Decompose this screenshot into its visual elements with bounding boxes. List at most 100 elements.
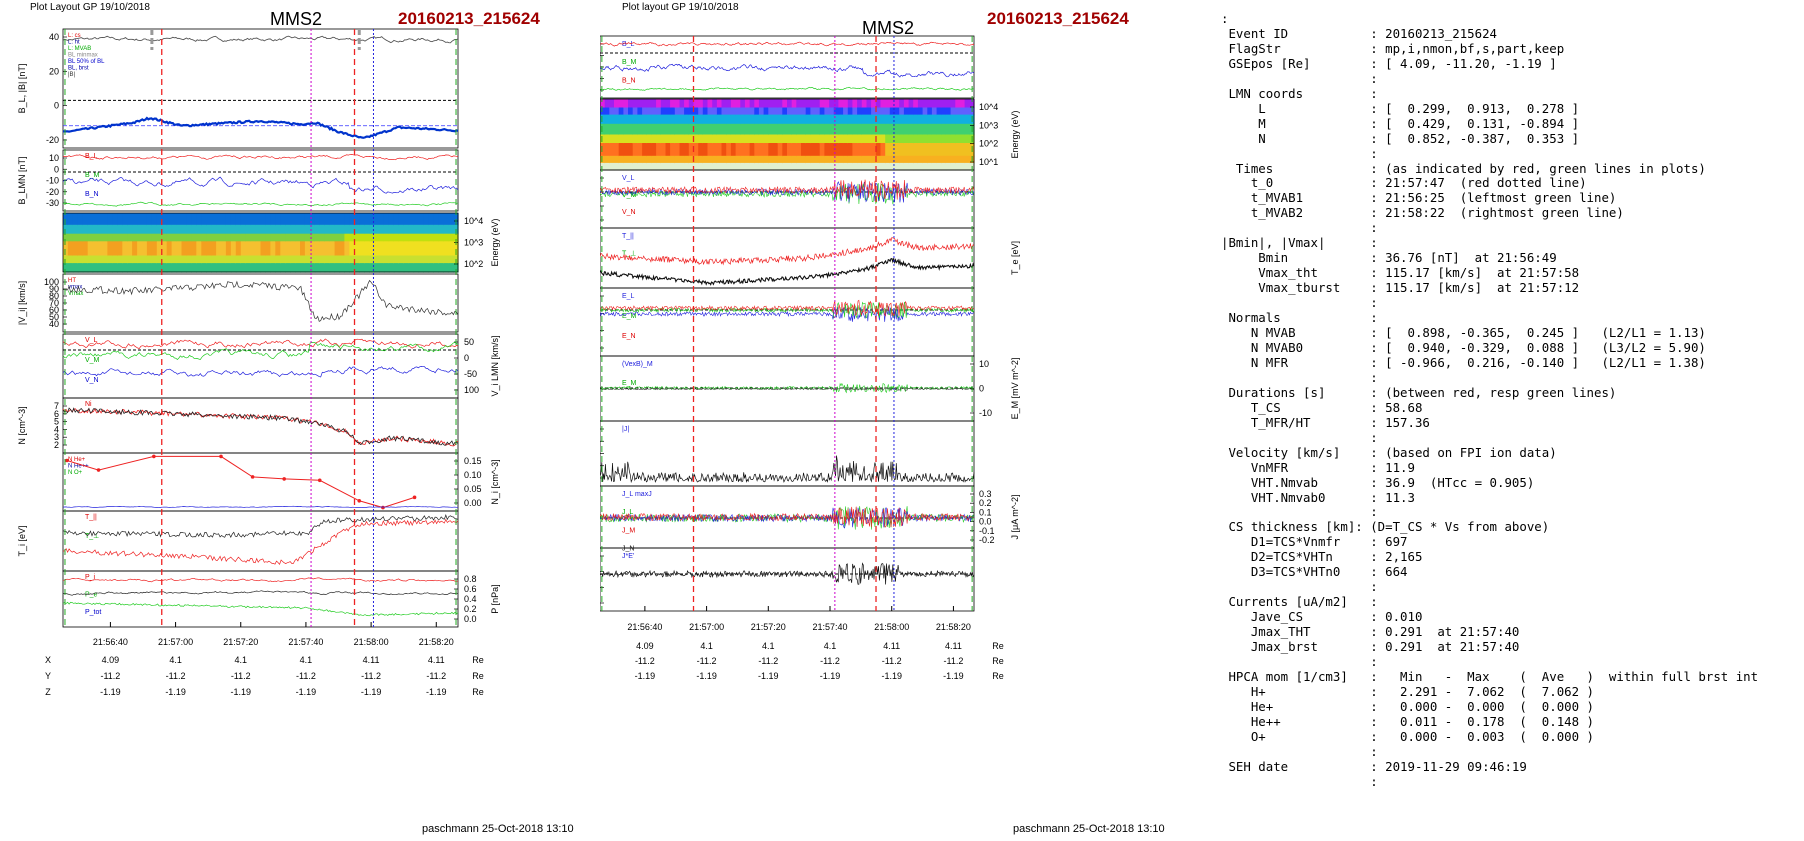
pos-value: 4.11 <box>428 655 445 665</box>
y-tick-label: 0.8 <box>464 574 477 584</box>
pos-value: 4.09 <box>102 655 120 665</box>
bl-brst-line <box>62 116 459 139</box>
em-line <box>600 382 975 394</box>
pos-value: 4.11 <box>363 655 380 665</box>
y-tick-label: -0.2 <box>979 535 995 545</box>
y-tick-label: 0 <box>979 384 984 394</box>
middle-panel-2: 10^4 10^3 10^2 10^1 Energy (eV) <box>600 98 1020 171</box>
y-tick-label: -10 <box>979 408 992 418</box>
info-line: t_0 : 21:57:47 (red dotted line) <box>1221 175 1587 191</box>
ion-energy-spectrogram <box>63 213 459 273</box>
series-label: J_N <box>622 546 634 553</box>
series-label: V_M <box>622 192 637 199</box>
series-label: E_M <box>622 313 637 320</box>
pos-unit: Re <box>472 671 484 681</box>
time-tick-label: 21:57:20 <box>751 622 786 632</box>
info-line: |Bmin|, |Vmax| : <box>1221 235 1378 251</box>
he-plus-plus-line <box>66 455 415 509</box>
info-line: D3=TCS*VHTn0 : 664 <box>1221 564 1408 580</box>
legend-entry: Vmax <box>68 291 83 297</box>
pos-value: 4.11 <box>945 641 962 651</box>
y-tick-label: -20 <box>46 187 59 197</box>
pos-value: -11.2 <box>426 671 446 681</box>
middle-footer: paschmann 25-Oct-2018 13:10 <box>1013 823 1165 835</box>
left-spacecraft-label: MMS2 <box>270 9 323 29</box>
pos-value: -11.2 <box>697 656 717 666</box>
middle-panel-4: T_e [eV] T_|| T_⊥ <box>600 227 1020 289</box>
middle-panel-3: 2000-200-400V_e LMN [km/s]V_LV_MV_N <box>600 169 975 229</box>
info-line: : <box>1221 70 1378 86</box>
p-tot-line <box>63 577 459 583</box>
info-line: Times : (as indicated by red, green line… <box>1221 160 1706 176</box>
vm-line <box>62 342 459 361</box>
info-line: CS thickness [km]: (D=T_CS * Vs from abo… <box>1221 519 1550 535</box>
bn-line <box>600 86 975 91</box>
pos-value: -1.19 <box>361 687 382 697</box>
pos-value: -1.19 <box>820 671 841 681</box>
series-label: B_N <box>622 77 636 84</box>
legend-entry: N O+ <box>68 470 83 476</box>
y-tick-label: 10^2 <box>979 139 998 149</box>
legend-entry: BL, brst <box>68 66 89 72</box>
pos-value: -1.19 <box>230 687 251 697</box>
left-panel-9: 0.80.60.40.20.0 P [nPa] P_i P_e P_tot <box>62 570 500 628</box>
time-tick-label: 21:57:40 <box>812 622 847 632</box>
y-tick-label: 0 <box>54 101 59 111</box>
series-label: V_N <box>85 377 99 384</box>
info-line: Vmax_tburst : 115.17 [km/s] at 21:57:12 <box>1221 280 1580 296</box>
legend-entry: BL minmax <box>68 53 98 59</box>
info-line: : <box>1221 12 1229 26</box>
info-line: N MVAB0 : [ 0.940, -0.329, 0.088 ] (L3/L… <box>1221 339 1706 355</box>
y-tick-label: 60 <box>49 305 59 315</box>
pos-value: 4.09 <box>636 641 654 651</box>
jn-line <box>600 507 975 529</box>
info-line: N : [ 0.852, -0.387, 0.353 ] <box>1221 130 1580 146</box>
y-axis-label: N_i [cm^-3] <box>490 459 500 504</box>
y-tick-label: 10^3 <box>464 238 483 248</box>
series-label: T_|| <box>85 514 97 521</box>
series-label: B_N <box>85 191 99 198</box>
pos-value: 4.1 <box>300 655 313 665</box>
pos-value: -11.2 <box>820 656 840 666</box>
series-label: B_L <box>85 153 98 160</box>
y-tick-label: 10 <box>979 359 989 369</box>
y-tick-label: 10^2 <box>464 259 483 269</box>
series-label: |J| <box>622 426 629 433</box>
panel-frame <box>600 169 975 229</box>
pos-value: 4.1 <box>700 641 713 651</box>
y-tick-label: 0.2 <box>464 604 477 614</box>
info-line: : <box>1221 579 1378 595</box>
info-line: : <box>1221 773 1378 789</box>
y-tick-label: -50 <box>464 369 477 379</box>
pos-unit: Re <box>992 641 1004 651</box>
info-line: HPCA mom [1/cm3] : Min - Max ( Ave ) wit… <box>1221 668 1759 684</box>
bl-line <box>600 41 975 47</box>
pos-value: -11.2 <box>296 671 316 681</box>
y-axis-label: T_e [eV] <box>1010 241 1020 275</box>
time-tick-label: 21:58:20 <box>419 637 454 647</box>
series-label: E_M <box>622 380 637 387</box>
bm-line <box>600 63 975 78</box>
bl-line <box>62 154 459 161</box>
t-perp-line <box>62 514 459 539</box>
info-line: VHT.Nmvab : 36.9 (HTcc = 0.905) <box>1221 474 1535 490</box>
y-axis-label: N [cm^-3] <box>17 406 27 444</box>
series-label: V_N <box>622 209 636 216</box>
info-line: : <box>1221 504 1378 520</box>
middle-time-axis: 21:56:40 21:57:00 21:57:20 21:57:40 21:58:00… <box>627 606 1004 681</box>
series-label: J*E' <box>622 553 634 560</box>
t-par-line <box>62 518 459 565</box>
left-plot-header: Plot Layout GP 19/10/2018 <box>30 2 150 13</box>
info-line: Velocity [km/s] : (based on FPI ion data… <box>1221 444 1557 460</box>
series-label: V_L <box>622 175 635 182</box>
middle-panel-6: 10 0 -10 E_M [mV m^-2] (VexB)_M E_M <box>600 355 1020 422</box>
pos-value: -11.2 <box>944 656 964 666</box>
info-line: Currents [uA/m2] : <box>1221 594 1378 610</box>
info-line: Jave_CS : 0.010 <box>1221 609 1423 625</box>
info-line: t_MVAB2 : 21:58:22 (rightmost green line… <box>1221 205 1624 221</box>
series-label: J_M <box>622 527 635 534</box>
middle-panel-9: 0.20.0-0.2-0.4J*E' [nW m^-3]J*E' <box>600 547 975 612</box>
